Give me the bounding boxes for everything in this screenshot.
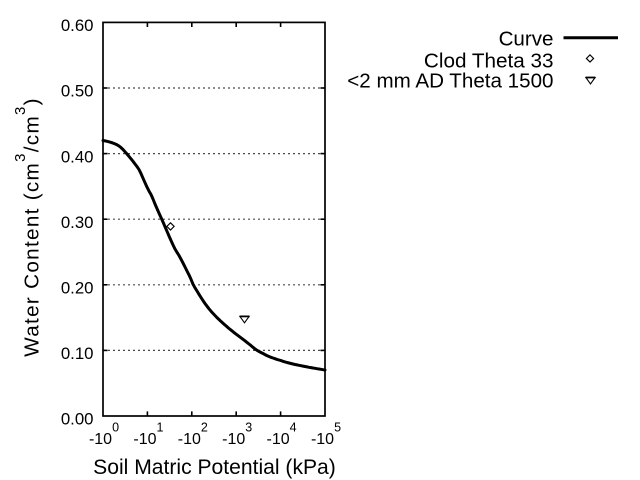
svg-text:Curve: Curve <box>499 27 554 50</box>
svg-text:<2 mm AD Theta 1500: <2 mm AD Theta 1500 <box>347 70 553 93</box>
svg-text:0.50: 0.50 <box>61 82 94 101</box>
svg-text:0.10: 0.10 <box>61 344 94 363</box>
svg-text:0.00: 0.00 <box>61 410 94 429</box>
svg-text:0.40: 0.40 <box>61 147 94 166</box>
svg-text:0.20: 0.20 <box>61 279 94 298</box>
svg-text:Clod Theta 33: Clod Theta 33 <box>424 49 554 72</box>
svg-text:0.30: 0.30 <box>61 213 94 232</box>
svg-text:0.60: 0.60 <box>61 16 94 35</box>
svg-text:Soil Matric Potential (kPa): Soil Matric Potential (kPa) <box>93 456 336 479</box>
